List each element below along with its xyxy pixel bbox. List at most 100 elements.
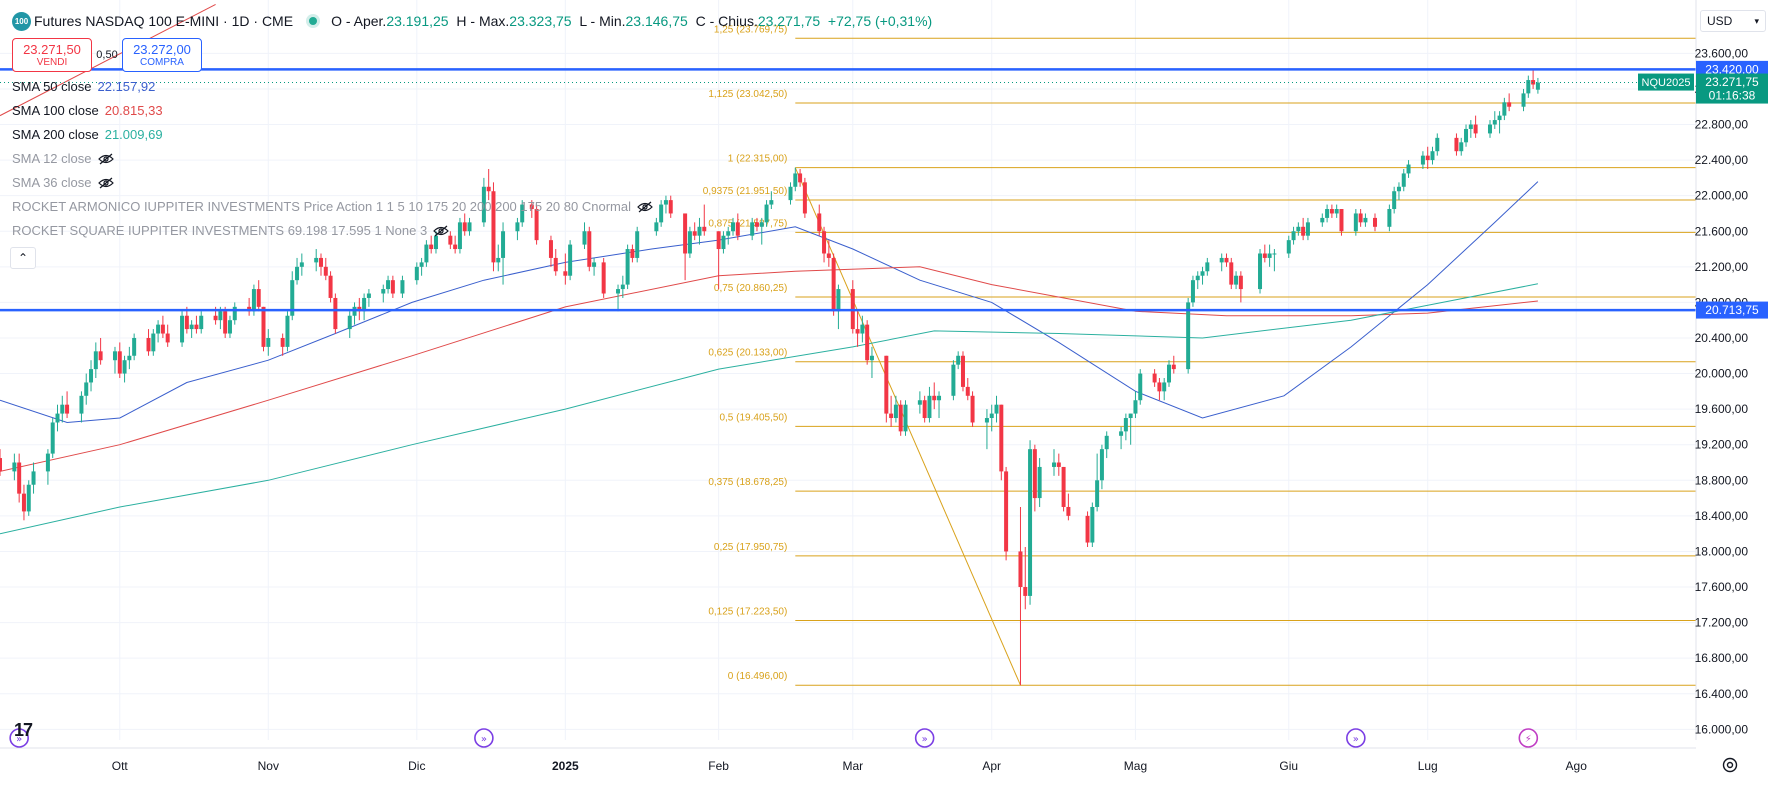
candle-body — [318, 257, 323, 267]
candle-body — [1435, 137, 1440, 152]
candle-body — [865, 324, 870, 361]
candle-body — [232, 306, 237, 321]
fib-anchor-line — [794, 167, 1021, 686]
candle-body — [1066, 506, 1071, 516]
indicator-rocket-armonico[interactable]: ROCKET ARMONICO IUPPITER INVESTMENTS Pri… — [12, 199, 653, 214]
candle-body — [17, 462, 22, 494]
candle-body — [1262, 253, 1267, 258]
time-tick-label: 2025 — [552, 759, 579, 773]
sell-label: VENDI — [36, 57, 68, 68]
candle-body — [1305, 222, 1310, 236]
indicator-name: SMA 200 close — [12, 127, 99, 142]
candle-body — [256, 289, 261, 307]
indicator-name: ROCKET ARMONICO IUPPITER INVESTMENTS Pri… — [12, 199, 631, 214]
indicator-value: 21.009,69 — [104, 127, 163, 142]
indicator-sma50[interactable]: SMA 50 close 22.157,92 — [12, 79, 155, 94]
ohlc-values: O - Aper.23.191,25 H - Max.23.323,75 L -… — [331, 13, 932, 29]
indicator-sma200[interactable]: SMA 200 close 21.009,69 — [12, 127, 163, 142]
tradingview-logo[interactable]: 17 — [14, 720, 33, 740]
candle-body — [26, 484, 31, 512]
candle-body — [697, 226, 702, 236]
candle-body — [1190, 280, 1195, 303]
candle-body — [1023, 587, 1028, 596]
indicator-value: 20.815,33 — [104, 103, 163, 118]
candle-body — [1526, 80, 1531, 94]
candle-body — [616, 289, 621, 294]
candle-body — [1358, 213, 1363, 223]
low-value: 23.146,75 — [625, 13, 688, 29]
candle-body — [1325, 209, 1330, 218]
sell-button[interactable]: 23.271,50 VENDI — [12, 38, 92, 72]
candle-body — [1521, 93, 1526, 107]
hidden-eye-icon[interactable] — [97, 153, 114, 165]
candle-body — [194, 324, 199, 330]
candle-body — [630, 249, 635, 258]
candle-body — [419, 262, 424, 267]
price-tick-label: 22.400,00 — [1695, 153, 1749, 167]
buy-button[interactable]: 23.272,00 COMPRA — [122, 38, 202, 72]
candle-body — [1032, 449, 1037, 499]
hidden-eye-icon[interactable] — [637, 201, 653, 213]
candle-body — [122, 360, 127, 374]
candle-body — [1430, 151, 1435, 161]
price-label-text: 23.420,00 — [1705, 62, 1759, 76]
hidden-eye-icon[interactable] — [433, 225, 450, 237]
candle-body — [132, 337, 137, 356]
market-open-icon — [309, 17, 318, 25]
candle-body — [1296, 226, 1301, 232]
price-tick-label: 20.400,00 — [1695, 331, 1749, 345]
bid-ask-panel: 23.271,50 VENDI 0,50 23.272,00 COMPRA — [12, 38, 202, 72]
price-tick-label: 16.400,00 — [1695, 687, 1749, 701]
candle-body — [1258, 253, 1263, 290]
candle-body — [424, 244, 429, 263]
indicator-name: ROCKET SQUARE IUPPITER INVESTMENTS 69.19… — [12, 223, 428, 238]
candle-body — [112, 351, 117, 361]
candle-body — [884, 355, 889, 414]
candle-body — [184, 315, 189, 330]
candle-body — [501, 231, 506, 258]
candle-body — [1018, 551, 1023, 588]
settings-gear-icon[interactable] — [1720, 755, 1740, 775]
candle-body — [831, 257, 836, 312]
candle-body — [568, 244, 573, 276]
candle-body — [429, 244, 434, 250]
candle-body — [223, 311, 228, 334]
candle-body — [917, 400, 922, 405]
candle-body — [227, 320, 232, 334]
indicator-sma36[interactable]: SMA 36 close — [12, 175, 114, 190]
indicator-value: 22.157,92 — [97, 79, 156, 94]
candle-body — [1468, 124, 1473, 129]
fib-level-label: 0,75 (20.860,25) — [714, 283, 787, 294]
candle-body — [362, 297, 367, 312]
candle-body — [659, 204, 664, 223]
currency-selector[interactable]: USD ▾ — [1700, 10, 1766, 32]
candle-body — [764, 204, 769, 223]
candle-body — [457, 222, 462, 250]
time-tick-label: Giu — [1279, 759, 1298, 773]
indicator-sma12[interactable]: SMA 12 close — [12, 151, 114, 166]
candle-body — [390, 280, 395, 294]
hidden-eye-icon[interactable] — [97, 177, 114, 189]
change-value: +72,75 (+0,31%) — [827, 13, 933, 29]
price-tick-label: 19.600,00 — [1695, 402, 1749, 416]
fib-level-label: 1,125 (23.042,50) — [708, 89, 787, 100]
indicator-rocket-square[interactable]: ROCKET SQUARE IUPPITER INVESTMENTS 69.19… — [12, 223, 450, 238]
candle-body — [889, 413, 894, 419]
candle-body — [922, 400, 927, 419]
candle-body — [486, 186, 491, 192]
event-arrows-icon-glyph: » — [1353, 734, 1359, 745]
symbol-tag-box — [1638, 73, 1694, 91]
fib-level-label: 1,25 (23.769,75) — [714, 24, 787, 35]
candle-body — [965, 386, 970, 396]
candle-body — [553, 257, 558, 272]
sma-line — [0, 181, 1539, 424]
fib-level-label: 0,875 (21.587,75) — [708, 218, 787, 229]
candle-body — [314, 257, 319, 263]
candle-body — [1353, 213, 1358, 232]
symbol-title[interactable]: Futures NASDAQ 100 E-MINI · 1D · CME — [34, 13, 294, 29]
countdown-label: 01:16:38 — [1709, 89, 1756, 103]
collapse-legend-button[interactable]: ⌃ — [10, 247, 36, 269]
indicator-sma100[interactable]: SMA 100 close 20.815,33 — [12, 103, 163, 118]
price-label-box — [1696, 301, 1768, 319]
